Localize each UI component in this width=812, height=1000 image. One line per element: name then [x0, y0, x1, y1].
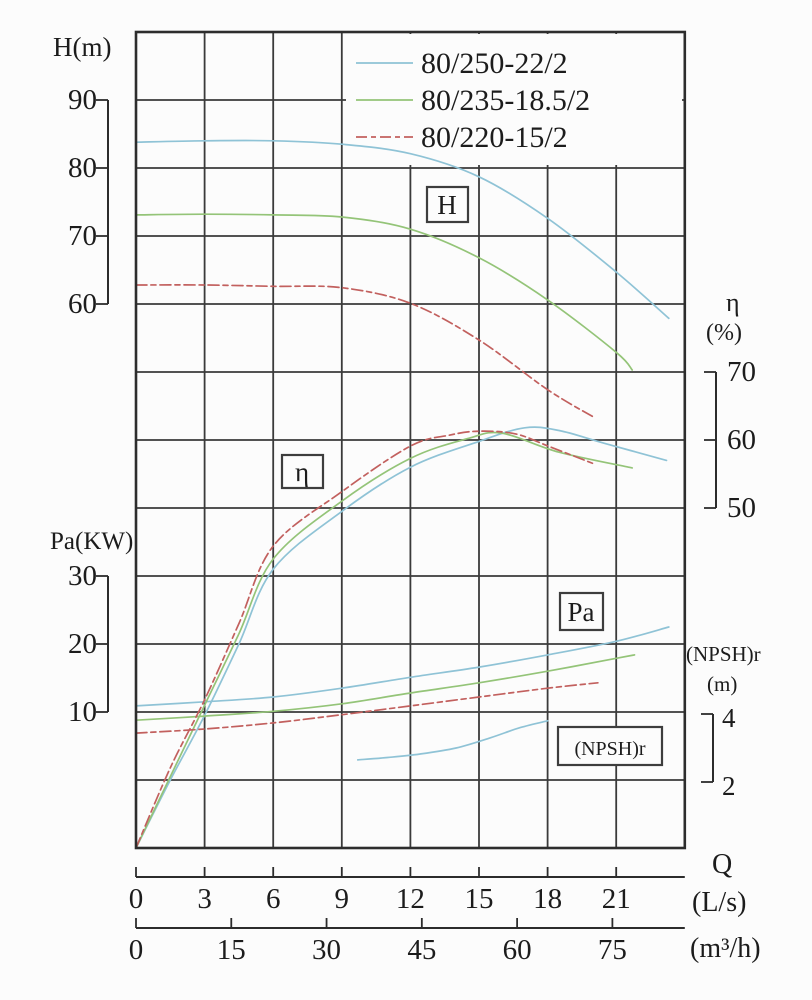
curve-eta-80/250-22/2: [135, 426, 668, 849]
flow-axis-m3h-tick-label: 0: [129, 934, 144, 966]
curve-eta-80/235-18.5/2: [135, 431, 634, 849]
flow-axis-unit-m3h: (m³/h): [690, 933, 761, 964]
legend-label-80/220-15/2: 80/220-15/2: [421, 121, 568, 154]
legend: 80/250-22/2 80/235-18.5/2 80/220-15/2: [356, 47, 590, 154]
efficiency-axis-tick-label: 70: [727, 356, 756, 388]
efficiency-axis-unit: (%): [706, 320, 742, 346]
flow-axis-ls-tick-label: 6: [266, 883, 281, 915]
plot-border: [134, 30, 687, 850]
power-axis-title: Pa(KW): [50, 528, 133, 555]
flow-axis-m3h-tick-label: 75: [598, 934, 627, 966]
head-axis-tick-label: 60: [68, 288, 97, 320]
power-axis-tick-label: 30: [68, 560, 97, 592]
curve-Pa-80/220-15/2: [135, 681, 599, 734]
flow-axis-ls-tick-label: 3: [197, 883, 212, 915]
head-axis-tick-label: 80: [68, 152, 97, 184]
flow-axis-title: Q: [712, 849, 732, 880]
curve-eta-80/220-15/2: [135, 430, 597, 849]
efficiency-axis-tick-label: 60: [727, 424, 756, 456]
flow-axis-m3h-tick-label: 15: [217, 934, 246, 966]
flow-axis-ls-tick-label: 21: [602, 883, 631, 915]
flow-axis-ls-tick-label: 18: [533, 883, 562, 915]
npsh-axis-tick-label: 4: [722, 703, 736, 733]
flow-axis-ls-tick-label: 12: [396, 883, 425, 915]
head-axis-tick-label: 70: [68, 220, 97, 252]
power-axis-tick-label: 10: [68, 696, 97, 728]
head-curve-label-text: H: [437, 190, 457, 220]
npsh-curve-label-text: (NPSH)r: [574, 738, 645, 760]
power-axis-tick-label: 20: [68, 628, 97, 660]
curve-H-80/235-18.5/2: [135, 213, 634, 371]
legend-label-80/250-22/2: 80/250-22/2: [421, 47, 568, 80]
efficiency-curve-label-text: η: [295, 457, 309, 487]
curve-Pa-80/250-22/2: [135, 626, 670, 707]
flow-axis-ls-tick-label: 0: [129, 883, 144, 915]
curve-NPSHr-80/250-22/2: [356, 719, 549, 761]
curve-H-80/220-15/2: [135, 284, 597, 420]
efficiency-axis-tick-label: 50: [727, 492, 756, 524]
flow-axis-m3h-tick-label: 45: [407, 934, 436, 966]
head-axis-title: H(m): [53, 32, 111, 62]
efficiency-curve-label: η: [280, 453, 325, 490]
flow-axis-m3h-tick-label: 60: [503, 934, 532, 966]
efficiency-axis-title: η: [726, 288, 740, 317]
flow-axis-ls-tick-label: 9: [335, 883, 350, 915]
npsh-axis-unit: (m): [707, 672, 737, 696]
head-axis-tick-label: 90: [68, 84, 97, 116]
npsh-curve-label: (NPSH)r: [556, 725, 664, 767]
npsh-axis-title: (NPSH)r: [686, 642, 761, 666]
flow-axis-unit-ls: (L/s): [692, 887, 746, 918]
npsh-axis-tick-label: 2: [722, 771, 736, 801]
curves-layer: [135, 139, 670, 849]
power-curve-label: Pa: [558, 591, 605, 632]
curve-H-80/250-22/2: [135, 139, 670, 320]
legend-label-80/235-18.5/2: 80/235-18.5/2: [421, 84, 590, 117]
flow-axis-m3h-tick-label: 30: [312, 934, 341, 966]
curve-Pa-80/235-18.5/2: [135, 654, 636, 722]
power-curve-label-text: Pa: [568, 597, 595, 627]
flow-axis-ls-tick-label: 15: [465, 883, 494, 915]
head-curve-label: H: [425, 185, 470, 224]
